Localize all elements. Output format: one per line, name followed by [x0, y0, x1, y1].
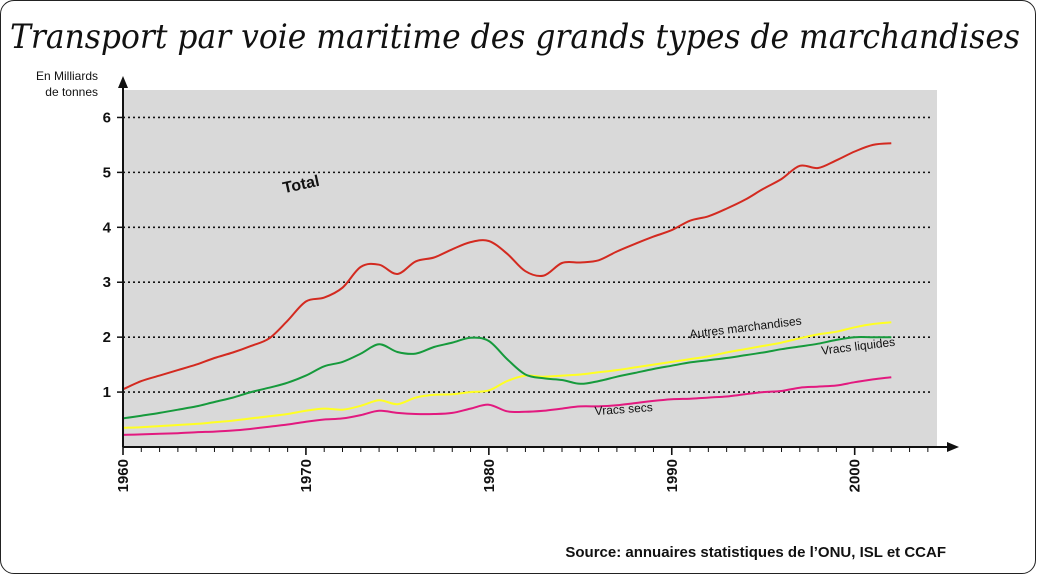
series-line-vracs-secs — [122, 376, 892, 436]
x-tick-label-1990: 1990 — [664, 459, 681, 492]
y-axis-arrow — [118, 76, 128, 88]
y-axis-label-line2: de tonnes — [45, 85, 98, 99]
x-tick-label-2000: 2000 — [847, 459, 864, 492]
y-tick-label-6: 6 — [103, 109, 111, 126]
x-axis-arrow — [947, 442, 959, 452]
x-tick-label-1970: 1970 — [298, 459, 315, 492]
y-tick-label-4: 4 — [103, 219, 112, 236]
y-tick-label-2: 2 — [103, 329, 111, 346]
series-line-vracs-liquides — [122, 335, 892, 420]
chart-title: Transport par voie maritime des grands t… — [10, 17, 1020, 57]
y-tick-label-3: 3 — [103, 274, 111, 291]
source-note: Source: annuaires statistiques de l’ONU,… — [565, 544, 946, 561]
x-tick-label-1960: 1960 — [115, 459, 132, 492]
y-tick-label-1: 1 — [103, 384, 111, 401]
series-line-autres-marchandises — [122, 321, 892, 429]
y-tick-label-5: 5 — [103, 164, 111, 181]
x-tick-label-1980: 1980 — [481, 459, 498, 492]
series-line-total — [122, 142, 892, 391]
y-axis-label-line1: En Milliards — [36, 69, 98, 83]
series-label-vracs-secs: Vracs secs — [594, 400, 653, 418]
